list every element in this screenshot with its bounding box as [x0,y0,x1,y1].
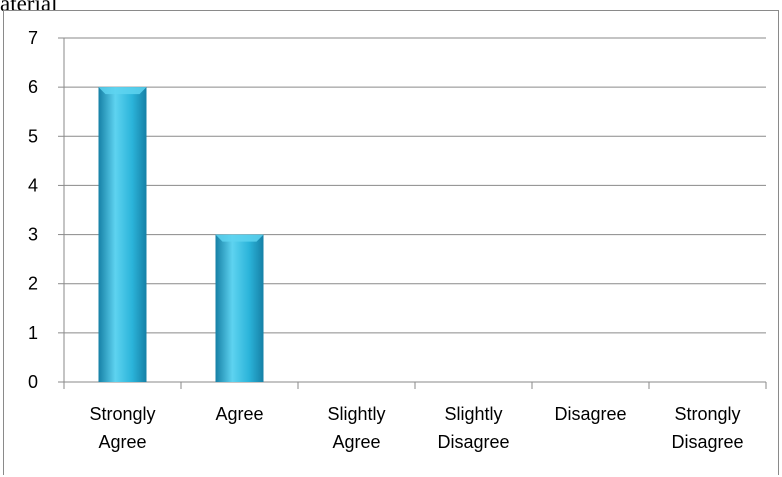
bar [215,234,264,382]
page-text-fragment: aterial [0,0,58,16]
x-category-label: Disagree [437,432,509,452]
x-category-label: Strongly [674,404,740,424]
bar [98,87,147,383]
y-tick-label: 1 [28,323,38,343]
chart-frame [3,10,779,475]
y-tick-label: 6 [28,77,38,97]
y-tick-label: 7 [28,28,38,48]
y-tick-label: 4 [28,175,38,195]
x-category-label: Agree [332,432,380,452]
x-category-label: Strongly [89,404,155,424]
x-category-label: Disagree [554,404,626,424]
x-category-label: Agree [215,404,263,424]
y-tick-label: 5 [28,126,38,146]
x-category-label: Slightly [444,404,502,424]
x-category-label: Disagree [671,432,743,452]
y-tick-label: 2 [28,274,38,294]
x-category-label: Slightly [327,404,385,424]
x-category-label: Agree [98,432,146,452]
y-tick-label: 0 [28,372,38,392]
y-tick-label: 3 [28,225,38,245]
